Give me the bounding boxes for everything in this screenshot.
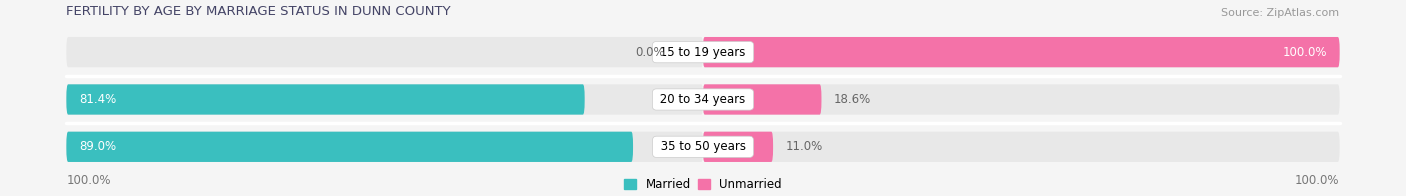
FancyBboxPatch shape: [66, 84, 585, 115]
Text: 20 to 34 years: 20 to 34 years: [657, 93, 749, 106]
Text: 18.6%: 18.6%: [834, 93, 872, 106]
FancyBboxPatch shape: [703, 84, 1340, 115]
Legend: Married, Unmarried: Married, Unmarried: [620, 173, 786, 196]
Text: 15 to 19 years: 15 to 19 years: [657, 46, 749, 59]
Text: 35 to 50 years: 35 to 50 years: [657, 140, 749, 153]
FancyBboxPatch shape: [703, 132, 773, 162]
FancyBboxPatch shape: [703, 37, 1340, 67]
FancyBboxPatch shape: [703, 132, 1340, 162]
Text: 100.0%: 100.0%: [1282, 46, 1327, 59]
Text: 0.0%: 0.0%: [636, 46, 665, 59]
Text: 89.0%: 89.0%: [79, 140, 117, 153]
Text: FERTILITY BY AGE BY MARRIAGE STATUS IN DUNN COUNTY: FERTILITY BY AGE BY MARRIAGE STATUS IN D…: [66, 5, 451, 18]
Text: 100.0%: 100.0%: [1295, 174, 1340, 187]
FancyBboxPatch shape: [66, 84, 703, 115]
FancyBboxPatch shape: [66, 132, 633, 162]
Text: Source: ZipAtlas.com: Source: ZipAtlas.com: [1222, 8, 1340, 18]
FancyBboxPatch shape: [66, 132, 703, 162]
FancyBboxPatch shape: [703, 84, 821, 115]
FancyBboxPatch shape: [703, 37, 1340, 67]
Text: 81.4%: 81.4%: [79, 93, 117, 106]
Text: 11.0%: 11.0%: [786, 140, 823, 153]
FancyBboxPatch shape: [66, 37, 703, 67]
Text: 100.0%: 100.0%: [66, 174, 111, 187]
